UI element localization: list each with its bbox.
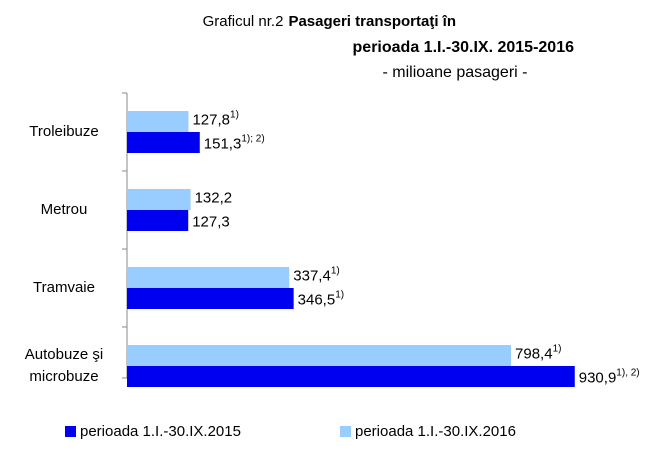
value-note: 1) [230, 109, 239, 120]
value-note: 1), 2) [616, 367, 639, 378]
category-label: Metrou [40, 201, 88, 218]
bar [127, 189, 191, 210]
subtitle: - milioane pasageri - [383, 64, 528, 81]
category-label: Autobuze şi microbuze [24, 346, 104, 385]
bar [127, 366, 575, 387]
value-text: 930,9 [579, 369, 617, 386]
value-label: 132,2 [195, 189, 233, 206]
legend-swatch [65, 426, 76, 437]
value-text: 798,4 [515, 345, 553, 362]
title-line: perioada 1.I.-30.IX. 2015-2016 [353, 39, 575, 56]
value-text: 151,3 [204, 135, 242, 152]
category-label: Tramvaie [33, 279, 95, 296]
value-label: 127,3 [192, 213, 230, 230]
legend-label: perioada 1.I.-30.IX.2016 [355, 423, 516, 440]
bar [127, 132, 200, 153]
bar [127, 288, 294, 309]
value-text: 127,3 [192, 213, 230, 230]
title-prefix: Graficul nr.2 [203, 13, 284, 30]
bar [127, 210, 189, 231]
bar [127, 267, 290, 288]
value-note: 1) [553, 343, 562, 354]
value-text: 132,2 [195, 189, 233, 206]
value-text: 346,5 [298, 291, 336, 308]
title-line: Pasageri transportaţi în [288, 13, 456, 30]
bar [127, 111, 189, 132]
value-label: 798,41) [515, 343, 561, 362]
value-label: 930,91), 2) [579, 367, 640, 386]
value-label: 127,81) [192, 109, 238, 128]
legend-label: perioada 1.I.-30.IX.2015 [80, 423, 241, 440]
bar [127, 345, 512, 366]
value-label: 346,51) [298, 289, 344, 308]
value-text: 127,8 [192, 111, 230, 128]
legend-swatch [340, 426, 351, 437]
value-note: 1) [331, 265, 340, 276]
value-note: 1); 2) [241, 133, 264, 144]
value-text: 337,4 [293, 267, 331, 284]
value-label: 337,41) [293, 265, 339, 284]
chart-title: Graficul nr.2 Pasageri transportaţi în [203, 13, 456, 30]
value-note: 1) [335, 289, 344, 300]
category-label: Troleibuze [29, 123, 99, 140]
value-label: 151,31); 2) [204, 133, 265, 152]
